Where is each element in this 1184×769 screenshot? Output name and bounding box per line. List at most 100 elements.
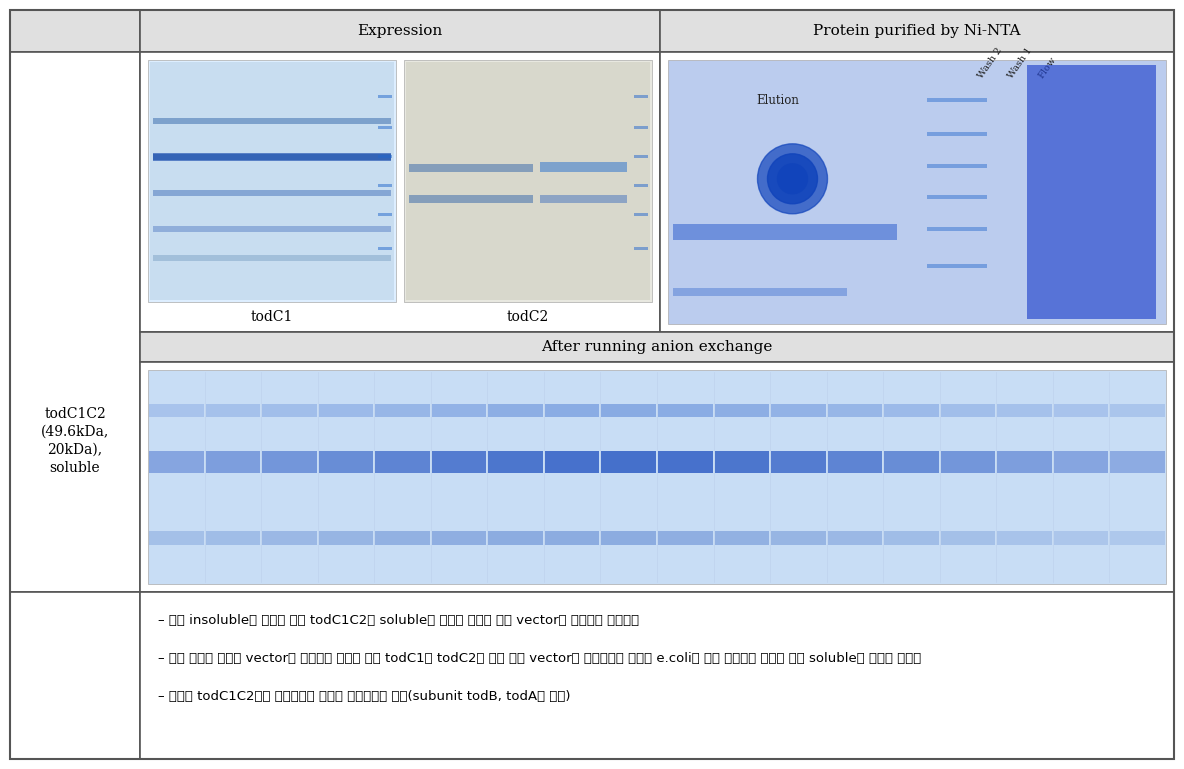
Bar xyxy=(658,531,713,545)
Bar xyxy=(633,185,648,188)
Bar xyxy=(927,98,986,102)
Bar xyxy=(633,126,648,129)
Bar xyxy=(153,118,391,124)
Bar xyxy=(828,404,882,417)
Bar xyxy=(432,451,487,473)
Bar xyxy=(318,404,373,417)
Bar xyxy=(9,52,140,592)
Bar xyxy=(715,451,770,473)
Bar xyxy=(375,451,430,473)
Text: Wash 2: Wash 2 xyxy=(977,46,1004,80)
Text: 20kDa),: 20kDa), xyxy=(47,443,103,457)
Bar xyxy=(404,60,652,302)
Bar xyxy=(206,404,260,417)
Bar xyxy=(9,592,140,759)
Bar xyxy=(715,531,770,545)
Bar xyxy=(140,10,659,52)
Text: todC1C2: todC1C2 xyxy=(44,407,105,421)
Text: Wash 1: Wash 1 xyxy=(1006,46,1035,80)
Bar xyxy=(408,195,533,203)
Bar xyxy=(150,62,394,300)
Bar xyxy=(633,95,648,98)
Bar xyxy=(545,451,599,473)
Bar xyxy=(633,213,648,216)
Bar xyxy=(432,404,487,417)
Bar xyxy=(1111,451,1165,473)
Bar xyxy=(601,531,656,545)
Bar xyxy=(601,404,656,417)
Text: Expression: Expression xyxy=(358,24,443,38)
Text: soluble: soluble xyxy=(50,461,101,475)
Bar xyxy=(432,531,487,545)
Bar xyxy=(378,126,392,129)
Bar xyxy=(1054,404,1108,417)
Text: todC2: todC2 xyxy=(507,310,549,324)
Bar xyxy=(941,404,996,417)
Bar xyxy=(997,531,1051,545)
Bar xyxy=(378,248,392,250)
Text: After running anion exchange: After running anion exchange xyxy=(541,340,773,354)
Bar xyxy=(408,164,533,172)
Bar xyxy=(488,531,543,545)
Bar xyxy=(318,451,373,473)
Bar xyxy=(941,451,996,473)
Bar xyxy=(149,451,204,473)
Bar xyxy=(378,95,392,98)
Circle shape xyxy=(778,164,807,194)
Bar xyxy=(540,162,628,172)
Bar xyxy=(378,155,392,158)
Bar xyxy=(262,531,316,545)
Text: Flow: Flow xyxy=(1036,55,1057,80)
Bar xyxy=(1027,65,1156,319)
Bar xyxy=(771,404,825,417)
Bar xyxy=(148,370,1166,584)
Bar xyxy=(658,451,713,473)
Bar xyxy=(153,154,391,160)
Bar xyxy=(927,195,986,199)
Bar xyxy=(659,52,1175,332)
Bar xyxy=(927,132,986,136)
Bar xyxy=(378,185,392,188)
Bar xyxy=(545,404,599,417)
Bar xyxy=(633,155,648,158)
Text: Elution: Elution xyxy=(757,94,799,106)
Bar xyxy=(488,451,543,473)
Bar xyxy=(668,60,1166,324)
Bar xyxy=(771,531,825,545)
Bar xyxy=(659,10,1175,52)
Bar xyxy=(262,404,316,417)
Bar xyxy=(375,404,430,417)
Bar xyxy=(1054,451,1108,473)
Bar xyxy=(153,190,391,196)
Bar xyxy=(1054,531,1108,545)
Bar xyxy=(206,531,260,545)
Bar xyxy=(153,255,391,261)
Bar xyxy=(140,332,1175,362)
Bar xyxy=(658,404,713,417)
Bar xyxy=(927,264,986,268)
Text: Protein purified by Ni-NTA: Protein purified by Ni-NTA xyxy=(813,24,1021,38)
Bar xyxy=(997,404,1051,417)
Circle shape xyxy=(758,144,828,214)
Bar xyxy=(884,531,939,545)
Bar xyxy=(941,531,996,545)
Bar xyxy=(140,52,659,332)
Bar xyxy=(633,248,648,250)
Bar xyxy=(262,451,316,473)
Bar xyxy=(828,531,882,545)
Bar xyxy=(828,451,882,473)
Bar xyxy=(601,451,656,473)
Bar xyxy=(997,451,1051,473)
Bar xyxy=(318,531,373,545)
Bar xyxy=(771,451,825,473)
Bar xyxy=(9,10,140,52)
Bar xyxy=(673,224,897,240)
Bar xyxy=(540,195,628,203)
Bar xyxy=(149,404,204,417)
Bar xyxy=(148,60,395,302)
Text: – 그러나 todC1C2로는 타짃물질의 분해가 불가능함을 확인(subunit todB, todA도 필요): – 그러나 todC1C2로는 타짃물질의 분해가 불가능함을 확인(subun… xyxy=(157,690,571,703)
Bar xyxy=(153,226,391,232)
Text: (49.6kDa,: (49.6kDa, xyxy=(41,425,109,439)
Bar xyxy=(406,62,650,300)
Bar xyxy=(715,404,770,417)
